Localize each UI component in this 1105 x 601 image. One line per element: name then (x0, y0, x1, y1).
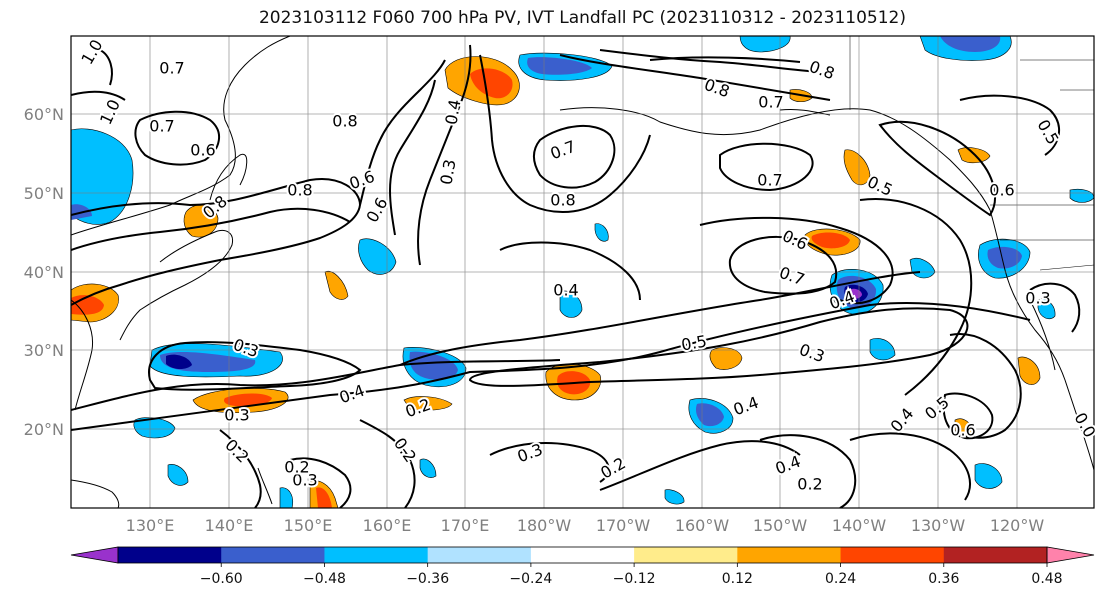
lon-label: 170°E (441, 516, 490, 535)
contour-label: 0.7 (159, 59, 184, 78)
colorbar-bin (324, 547, 429, 563)
contour-label: 0.7 (757, 171, 782, 190)
lon-label: 160°E (363, 516, 412, 535)
map-frame (70, 35, 1095, 509)
anomaly-shading (71, 36, 1094, 508)
positive-anomaly-core (316, 487, 332, 508)
lon-label: 130°W (911, 516, 966, 535)
colorbar-extend-min (70, 546, 119, 564)
lon-label: 140°E (205, 516, 254, 535)
contour-label: 0.3 (224, 406, 249, 425)
negative-anomaly-core (409, 351, 458, 380)
contour-label: 0.8 (287, 181, 312, 200)
colorbar-tick-label: −0.36 (406, 571, 449, 587)
lat-label: 30°N (24, 341, 64, 360)
negative-anomaly-blob (279, 487, 293, 508)
negative-anomaly-blob (869, 338, 896, 361)
positive-anomaly-blob (709, 347, 743, 370)
contour-label: 0.3 (1025, 289, 1050, 308)
colorbar-tick-label: −0.12 (613, 571, 656, 587)
colorbar-extend-max (1046, 546, 1095, 564)
negative-anomaly-blob (974, 463, 1003, 489)
contour-label: 0.6 (190, 141, 215, 160)
colorbar-tick-label: −0.48 (303, 571, 346, 587)
negative-anomaly-blob (664, 489, 685, 505)
negative-anomaly-blob (167, 464, 189, 486)
colorbar-bin (634, 547, 738, 563)
lon-label: 150°W (753, 516, 808, 535)
colorbar-tick-label: −0.60 (200, 571, 243, 587)
colorbar-bin (530, 547, 635, 563)
positive-anomaly-blob (1017, 356, 1041, 385)
map-title: 2023103112 F060 700 hPa PV, IVT Landfall… (258, 8, 906, 28)
positive-anomaly-blob (843, 149, 871, 186)
contour-label: 0.3 (292, 471, 317, 490)
contour-label: 0.7 (149, 117, 174, 136)
longitude-labels: 130°E 140°E 150°E 160°E 170°E 180°W 170°… (126, 516, 1045, 535)
colorbar-tick-label: −0.24 (509, 571, 552, 587)
contour-label: 0.8 (332, 112, 357, 131)
colorbar-bin (118, 547, 222, 563)
lat-label: 60°N (24, 105, 64, 124)
positive-anomaly-core (811, 232, 850, 249)
contour-label: 0.2 (284, 458, 309, 477)
contour-label: 0.4 (553, 281, 578, 300)
negative-anomaly-blob (594, 223, 609, 242)
negative-anomaly-core (166, 354, 192, 370)
negative-anomaly-core (940, 36, 1001, 52)
negative-anomaly-core (987, 246, 1022, 269)
lon-label: 140°W (832, 516, 887, 535)
positive-anomaly-core (224, 393, 272, 407)
colorbar-ticks: −0.60 −0.48 −0.36 −0.24 −0.12 0.12 0.24 0.36 0.4… (200, 563, 1063, 587)
positive-anomaly-blob (324, 270, 349, 300)
lon-label: 170°W (596, 516, 651, 535)
contour-lines (71, 44, 1081, 508)
negative-anomaly-core (695, 403, 724, 427)
contour-label: 0.8 (550, 191, 575, 210)
lat-label: 20°N (24, 420, 64, 439)
lon-label: 180°W (517, 516, 572, 535)
colorbar-tick-label: 0.48 (1031, 571, 1062, 587)
colorbar-tick-label: 0.24 (825, 571, 856, 587)
lon-label: 130°E (126, 516, 175, 535)
lon-label: 120°W (990, 516, 1045, 535)
colorbar-bin (221, 547, 325, 563)
lat-label: 40°N (24, 263, 64, 282)
colorbar-outline (117, 546, 1048, 564)
colorbar-bin (943, 547, 1048, 563)
contour-label: 0.2 (797, 475, 822, 494)
negative-anomaly-blob (1037, 298, 1056, 320)
negative-anomaly-core (527, 57, 592, 75)
colorbar-bin (840, 547, 945, 563)
lon-label: 160°W (675, 516, 730, 535)
latitude-labels: 60°N 50°N 40°N 30°N 20°N (24, 105, 64, 439)
colorbar-bin (737, 547, 842, 563)
contour-label: 0.7 (758, 93, 783, 112)
negative-anomaly-blob (739, 36, 791, 53)
positive-anomaly-blob (403, 396, 453, 411)
colorbar-bin (427, 547, 532, 563)
contour-label: 0.3 (436, 158, 459, 186)
colorbar (70, 546, 1095, 564)
colorbar-tick-label: 0.12 (722, 571, 753, 587)
contour-label: 0.6 (989, 181, 1014, 200)
lon-label: 150°E (284, 516, 333, 535)
negative-anomaly-blob (419, 458, 437, 478)
lat-label: 50°N (24, 184, 64, 203)
colorbar-tick-label: 0.36 (928, 571, 959, 587)
gridlines (71, 36, 1094, 508)
negative-anomaly-blob (559, 290, 583, 318)
contour-label: 0.6 (950, 421, 975, 440)
borders (849, 36, 1094, 271)
